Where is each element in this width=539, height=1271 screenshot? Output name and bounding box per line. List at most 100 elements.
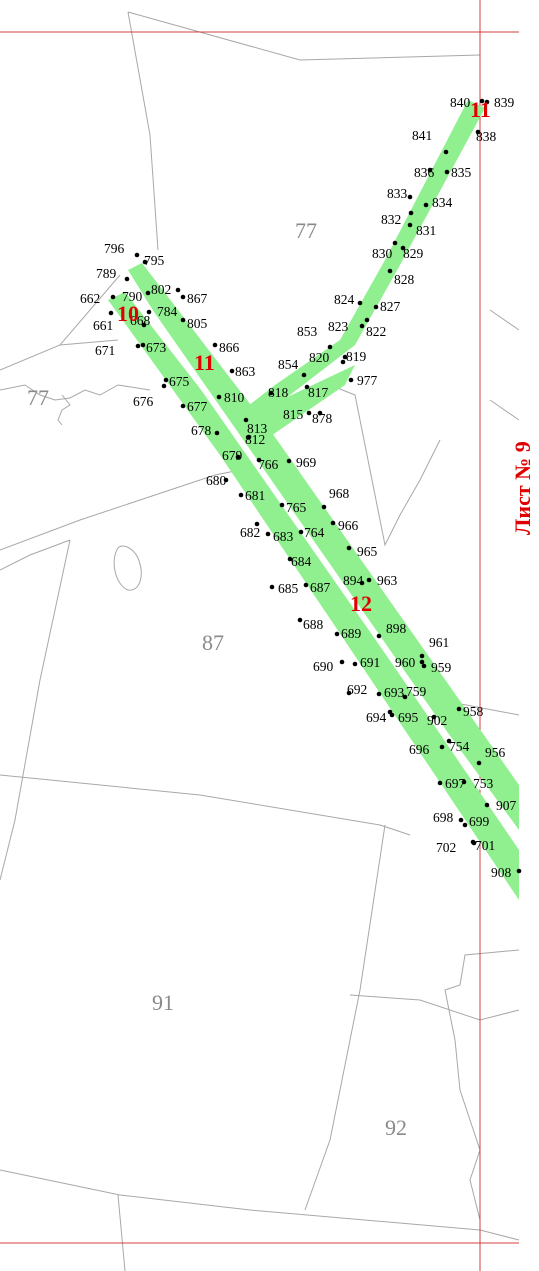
- survey-point-dot: [357, 300, 363, 306]
- survey-point-label: 671: [95, 343, 115, 358]
- survey-point-label: 823: [328, 319, 349, 334]
- survey-point-label: 824: [334, 292, 355, 307]
- survey-points: 840 839 841 838 836 835 833 834 832 831 830 829 828 8…: [80, 95, 522, 880]
- survey-point-label: 795: [144, 253, 165, 268]
- survey-point-label: 866: [219, 340, 240, 355]
- survey-point-dot: [421, 663, 427, 669]
- survey-point-dot: [330, 520, 336, 526]
- survey-point-dot: [216, 394, 222, 400]
- survey-point-label: 835: [451, 165, 472, 180]
- survey-point-dot: [321, 504, 327, 510]
- survey-point-label: 691: [360, 655, 380, 670]
- parcel-number: 77: [295, 218, 317, 243]
- survey-point-label: 790: [122, 289, 143, 304]
- survey-point-dot: [437, 780, 443, 786]
- survey-point-label: 834: [432, 195, 453, 210]
- survey-point-dot: [243, 417, 249, 423]
- survey-point-dot: [364, 317, 370, 323]
- survey-point-label: 827: [380, 299, 401, 314]
- survey-point-dot: [175, 287, 181, 293]
- survey-point-label: 698: [433, 810, 454, 825]
- survey-point-dot: [108, 310, 114, 316]
- survey-point-dot: [389, 712, 395, 718]
- survey-point-dot: [479, 98, 485, 104]
- survey-point-dot: [352, 661, 358, 667]
- corridor-gap: [132, 288, 522, 842]
- survey-point-dot: [298, 529, 304, 535]
- survey-point-label: 961: [429, 635, 449, 650]
- survey-point-label: 820: [309, 350, 330, 365]
- survey-point-dot: [161, 383, 167, 389]
- survey-point-dot: [439, 744, 445, 750]
- survey-point-label: 784: [157, 304, 178, 319]
- survey-point-label: 802: [151, 282, 171, 297]
- survey-point-label: 958: [463, 704, 484, 719]
- survey-point-dot: [141, 322, 147, 328]
- survey-point-dot: [461, 779, 467, 785]
- parcel-number: 91: [152, 990, 174, 1015]
- survey-point-label: 668: [130, 313, 151, 328]
- survey-point-label: 690: [313, 659, 334, 674]
- survey-point-dot: [359, 580, 365, 586]
- survey-point-label: 679: [222, 448, 243, 463]
- survey-point-dot: [419, 659, 425, 665]
- survey-point-dot: [223, 477, 229, 483]
- survey-point-label: 836: [414, 165, 435, 180]
- survey-point-dot: [279, 502, 285, 508]
- survey-point-label: 863: [235, 364, 256, 379]
- survey-point-dot: [142, 259, 148, 265]
- survey-point-label: 878: [312, 411, 333, 426]
- survey-point-dot: [254, 521, 260, 527]
- survey-point-label: 898: [386, 621, 407, 636]
- survey-point-label: 960: [395, 655, 416, 670]
- survey-point-label: 662: [80, 291, 100, 306]
- survey-point-dot: [407, 194, 413, 200]
- survey-point-dot: [427, 167, 433, 173]
- survey-point-label: 977: [357, 373, 378, 388]
- survey-point-label: 676: [133, 394, 154, 409]
- survey-point-dot: [334, 631, 340, 637]
- survey-point-dot: [443, 149, 449, 155]
- survey-point-label: 689: [341, 626, 362, 641]
- survey-point-dot: [340, 359, 346, 365]
- survey-point-dot: [462, 822, 468, 828]
- survey-point-dot: [124, 276, 130, 282]
- survey-point-label: 688: [303, 617, 324, 632]
- survey-point-label: 815: [283, 407, 304, 422]
- survey-point-label: 661: [93, 318, 113, 333]
- survey-point-dot: [342, 354, 348, 360]
- survey-point-label: 675: [169, 374, 190, 389]
- survey-point-label: 854: [278, 357, 299, 372]
- survey-point-dot: [458, 817, 464, 823]
- survey-point-dot: [444, 169, 450, 175]
- survey-point-label: 759: [406, 684, 427, 699]
- survey-point-label: 831: [416, 223, 436, 238]
- survey-point-label: 694: [366, 710, 387, 725]
- survey-point-label: 810: [224, 390, 245, 405]
- survey-point-dot: [256, 457, 262, 463]
- survey-point-label: 796: [104, 241, 125, 256]
- survey-point-dot: [214, 430, 220, 436]
- parcel-number: 87: [202, 630, 224, 655]
- corridor: [108, 100, 519, 900]
- survey-point-dot: [475, 129, 481, 135]
- survey-point-label: 753: [473, 776, 494, 791]
- survey-point-dot: [484, 99, 490, 105]
- survey-point-dot: [431, 714, 437, 720]
- survey-point-label: 829: [403, 246, 424, 261]
- survey-point-dot: [376, 633, 382, 639]
- survey-point-label: 907: [496, 798, 517, 813]
- survey-point-dot: [359, 323, 365, 329]
- survey-point-label: 969: [296, 455, 317, 470]
- survey-point-dot: [286, 458, 292, 464]
- survey-point-dot: [110, 294, 116, 300]
- survey-point-label: 754: [449, 739, 470, 754]
- survey-point-dot: [140, 342, 146, 348]
- survey-point-dot: [470, 839, 476, 845]
- survey-point-label: 693: [384, 685, 405, 700]
- survey-point-label: 833: [387, 186, 408, 201]
- survey-point-label: 959: [431, 660, 452, 675]
- survey-point-label: 702: [436, 840, 456, 855]
- survey-point-dot: [408, 210, 414, 216]
- segment-marker: 10: [117, 301, 139, 326]
